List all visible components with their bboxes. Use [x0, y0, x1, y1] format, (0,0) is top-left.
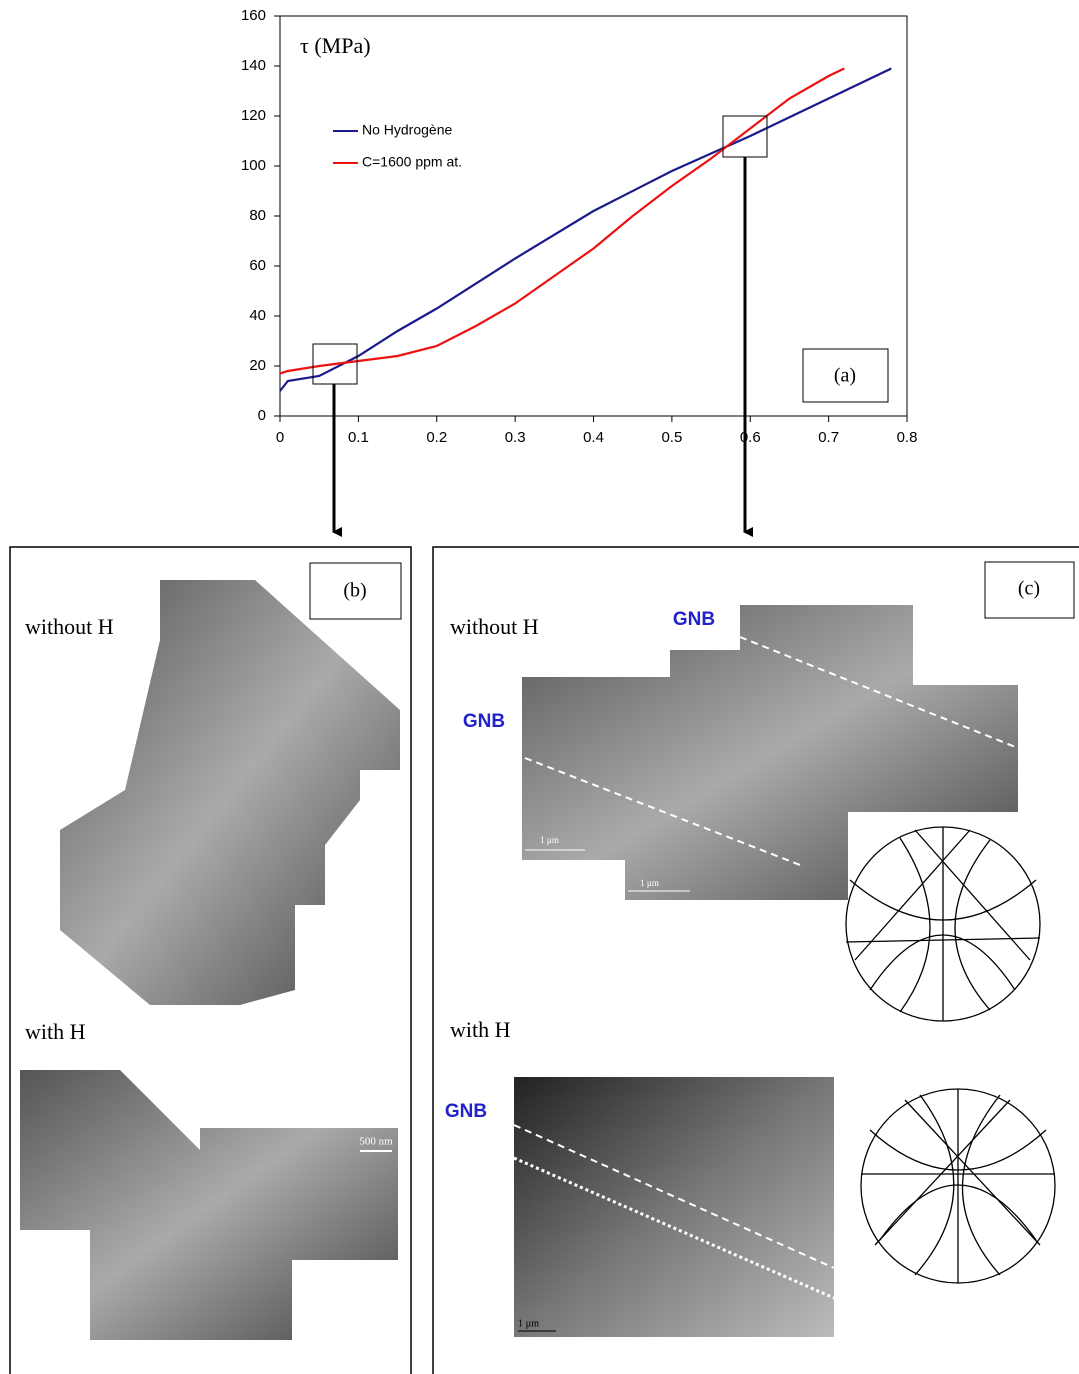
- y-tick-label: 100: [241, 157, 266, 174]
- y-tick-label: 40: [249, 307, 266, 324]
- x-tick-label: 0.3: [505, 429, 526, 446]
- scale-bar-label: 1 µm: [518, 1318, 539, 1329]
- x-tick-label: 0: [276, 429, 284, 446]
- gnb-line: [739, 636, 1019, 749]
- panel-label-box: [984, 561, 1075, 619]
- data-line: [279, 67, 845, 375]
- y-tick-label: 80: [249, 207, 266, 224]
- scale-bar-label: 1 µm: [540, 835, 559, 845]
- x-tick-label: 0.5: [661, 429, 682, 446]
- y-axis-label: τ (MPa): [300, 33, 371, 58]
- micrograph: [20, 1070, 398, 1340]
- x-tick-label: 0.4: [583, 429, 604, 446]
- y-tick-label: 140: [241, 57, 266, 74]
- y-tick-label: 20: [249, 357, 266, 374]
- panel-label: (b): [343, 580, 366, 602]
- panel-frame: [9, 546, 412, 1374]
- panel-label-box: [309, 562, 402, 620]
- zoom-box: [722, 115, 768, 158]
- gnb-label: GNB: [463, 711, 505, 732]
- condition-label: without H: [25, 614, 114, 639]
- x-tick-label: 0.2: [426, 429, 447, 446]
- legend-label: No Hydrogène: [362, 122, 452, 138]
- scale-bar-label: 1 µm: [640, 878, 659, 888]
- gnb-line: [513, 1156, 835, 1300]
- x-tick-label: 0.7: [818, 429, 839, 446]
- condition-label: without H: [450, 614, 539, 639]
- micrograph: [60, 580, 400, 1005]
- y-tick-label: 60: [249, 257, 266, 274]
- x-tick-label: 0.1: [348, 429, 369, 446]
- micrograph: [522, 605, 1018, 900]
- micrograph: [514, 1077, 834, 1337]
- y-tick-label: 120: [241, 107, 266, 124]
- gnb-line: [524, 757, 801, 866]
- data-line: [279, 67, 892, 392]
- panel-label: (c): [1018, 578, 1040, 600]
- condition-label: with H: [450, 1017, 511, 1042]
- y-tick-label: 0: [258, 407, 266, 424]
- gnb-label: GNB: [673, 609, 715, 630]
- panel-label: (a): [834, 365, 856, 387]
- x-tick-label: 0.8: [897, 429, 918, 446]
- condition-label: with H: [25, 1019, 86, 1044]
- gnb-label: GNB: [445, 1101, 487, 1122]
- scale-bar-label: 500 nm: [359, 1136, 393, 1148]
- x-tick-label: 0.6: [740, 429, 761, 446]
- chart: τ (MPa) (a) 0 20 40 60 80 100 120 140 160 0 0.1 0.2…: [241, 7, 917, 446]
- gnb-line: [513, 1124, 835, 1269]
- legend-label: C=1600 ppm at.: [362, 154, 462, 170]
- y-tick-label: 160: [241, 7, 266, 24]
- panel-frame: [432, 546, 1079, 1374]
- stereographic-projection: [845, 826, 1056, 1284]
- panel-label-box: [802, 348, 889, 403]
